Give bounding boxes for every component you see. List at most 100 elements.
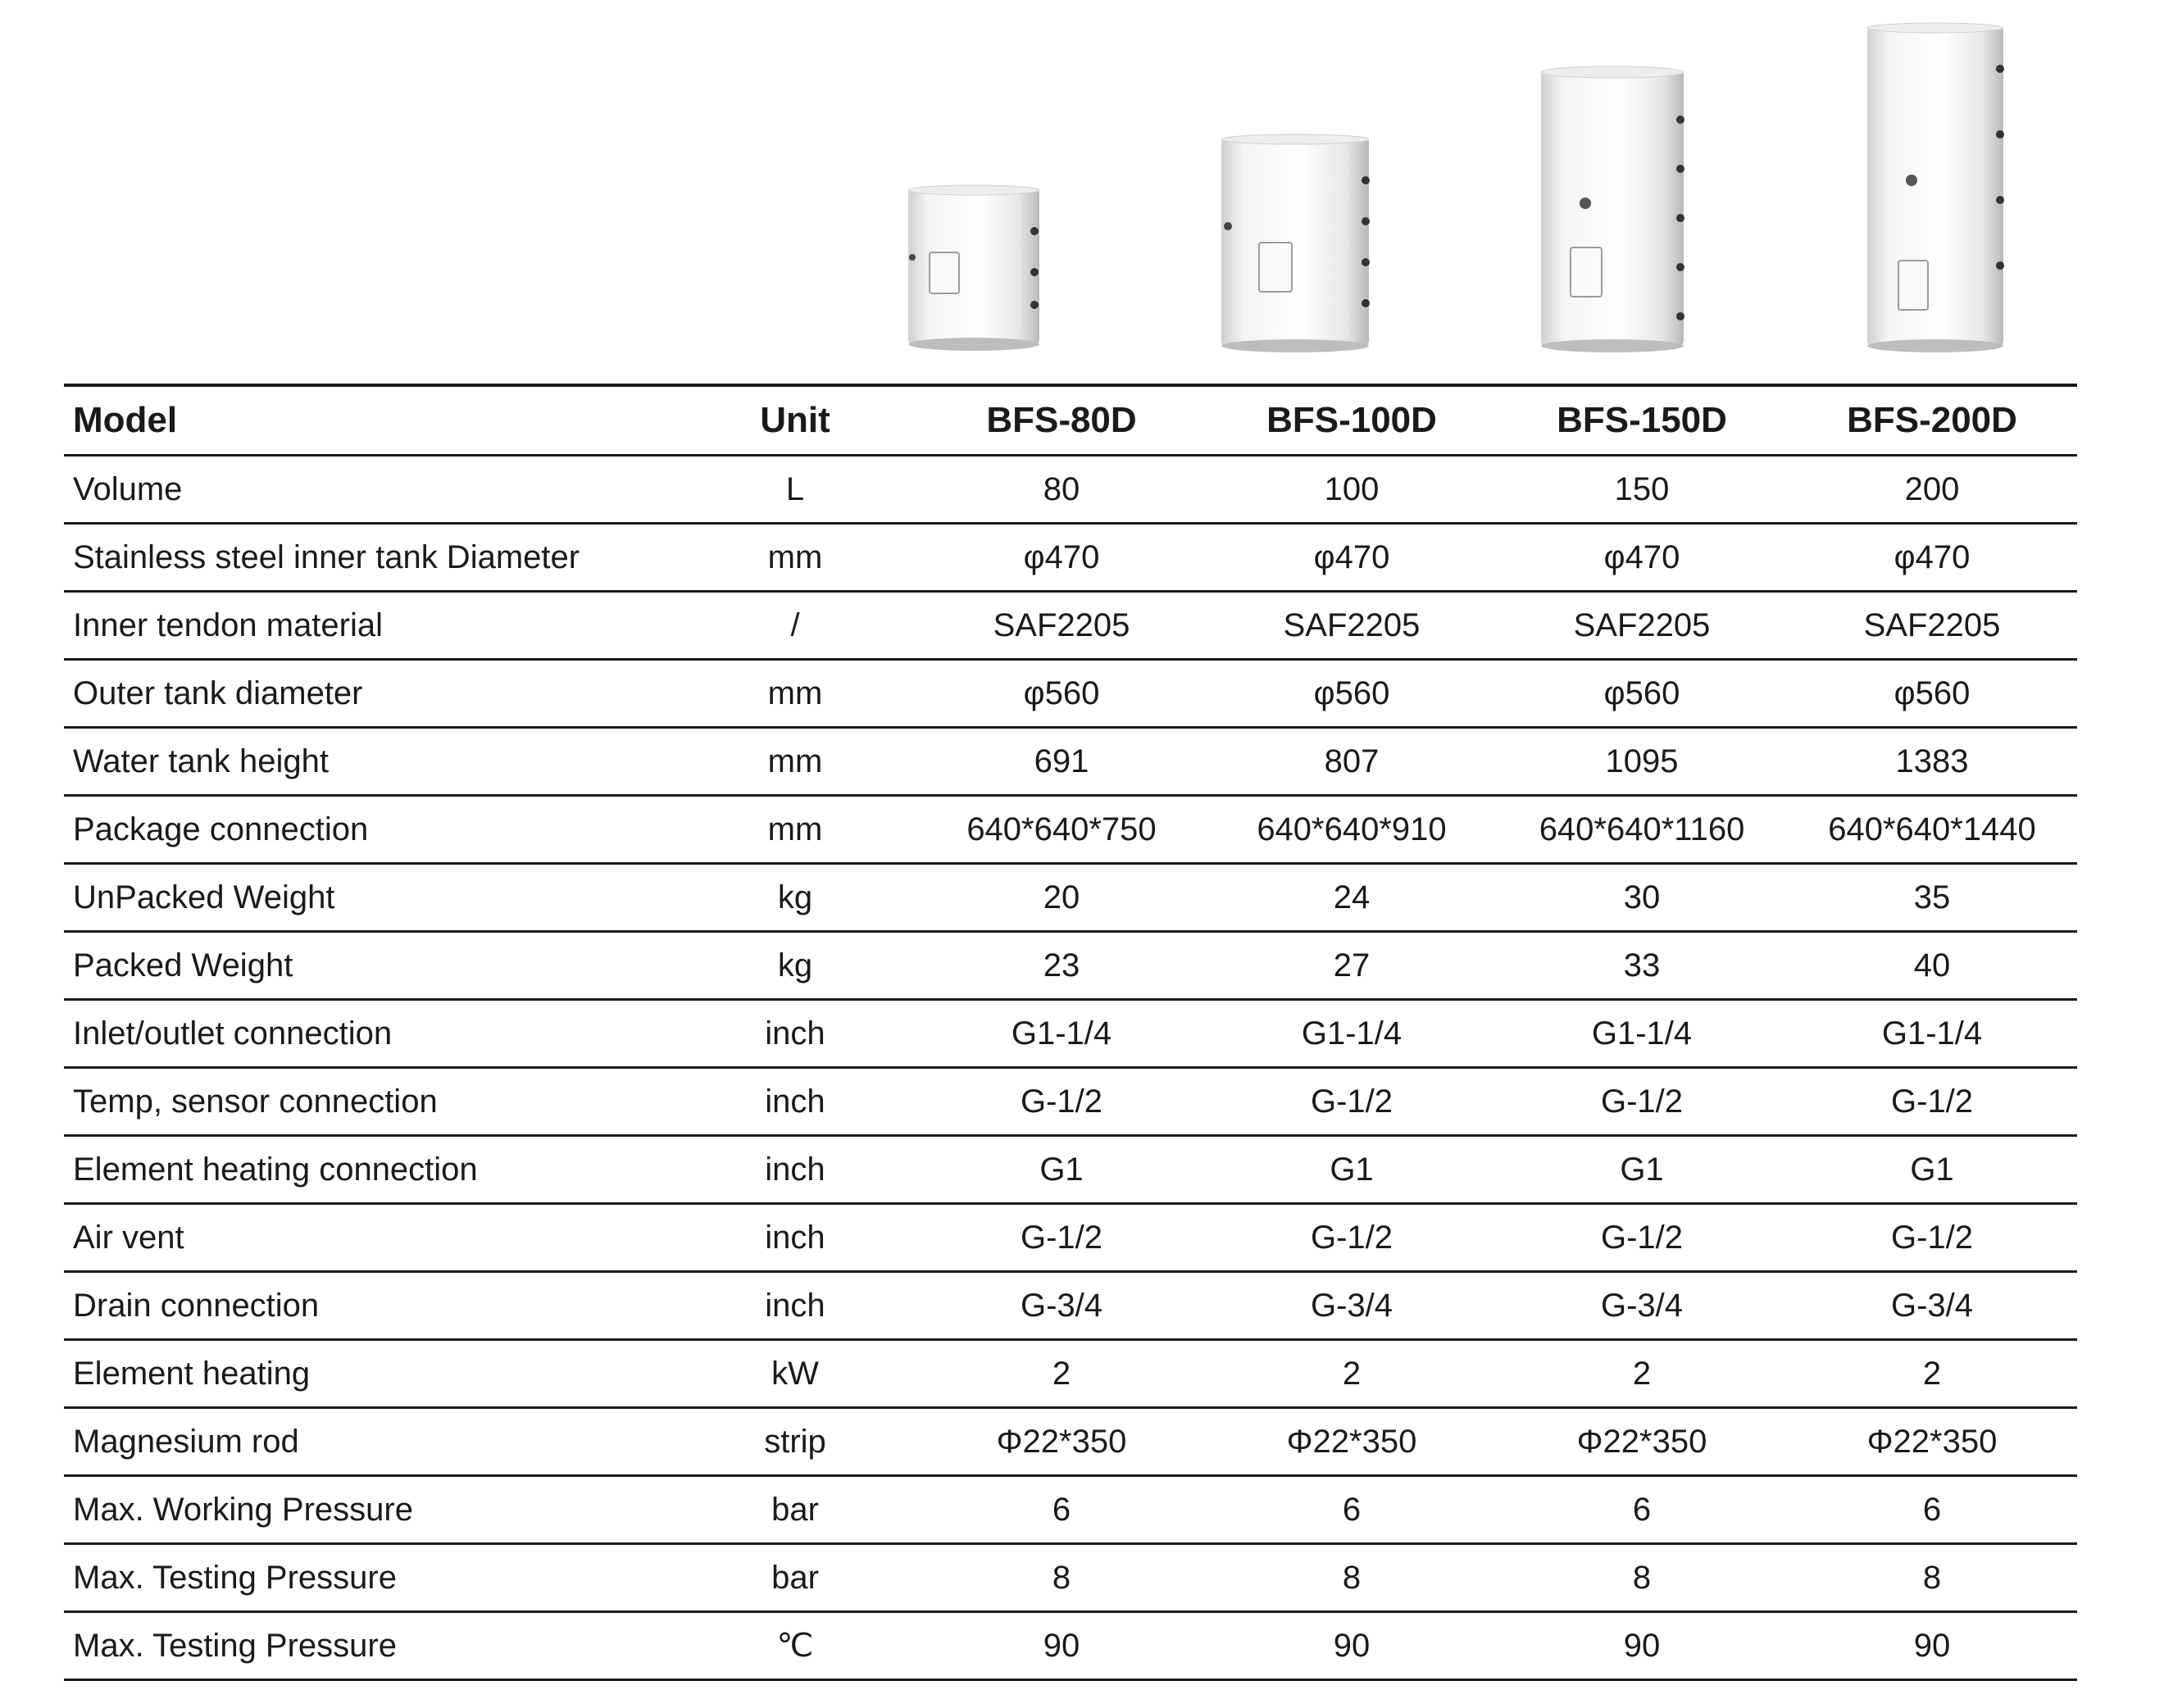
row-value: G1-1/4 xyxy=(1787,999,2077,1069)
row-value: 1383 xyxy=(1787,727,2077,797)
row-parameter: Package connection xyxy=(64,795,674,865)
header-bfs-80d: BFS-80D xyxy=(916,385,1207,457)
row-value: 33 xyxy=(1497,931,1787,1001)
row-value: φ560 xyxy=(1787,659,2077,729)
row-value: 90 xyxy=(1207,1611,1497,1681)
row-parameter: Temp, sensor connection xyxy=(64,1067,674,1137)
row-value: G1-1/4 xyxy=(1207,999,1497,1069)
row-value: 807 xyxy=(1207,727,1497,797)
table-row: Inlet/outlet connection inch G1-1/4 G1-1/4 G… xyxy=(64,999,2077,1069)
row-unit: ℃ xyxy=(674,1611,916,1681)
tank-image-bfs-200d xyxy=(1862,20,2008,354)
row-value: 8 xyxy=(1497,1543,1787,1613)
row-parameter: Water tank height xyxy=(64,727,674,797)
row-unit: inch xyxy=(674,1067,916,1137)
row-value: 640*640*910 xyxy=(1207,795,1497,865)
row-value: 2 xyxy=(916,1339,1207,1409)
row-value: 200 xyxy=(1787,455,2077,525)
row-value: 100 xyxy=(1207,455,1497,525)
row-value: G1-1/4 xyxy=(1497,999,1787,1069)
row-value: G-1/2 xyxy=(1787,1203,2077,1273)
row-unit: mm xyxy=(674,727,916,797)
table-row: Stainless steel inner tank Diameter mm φ47… xyxy=(64,523,2077,593)
table-row: Max. Working Pressure bar 6 6 6 6 xyxy=(64,1475,2077,1545)
row-value: G1 xyxy=(916,1135,1207,1205)
row-parameter: Inner tendon material xyxy=(64,591,674,661)
row-unit: bar xyxy=(674,1475,916,1545)
row-value: φ470 xyxy=(1497,523,1787,593)
row-parameter: Max. Testing Pressure xyxy=(64,1543,674,1613)
table-row: Drain connection inch G-3/4 G-3/4 G-3/4 G-3/4 xyxy=(64,1271,2077,1341)
row-value: Φ22*350 xyxy=(1787,1407,2077,1477)
row-unit: mm xyxy=(674,659,916,729)
row-value: SAF2205 xyxy=(1497,591,1787,661)
row-value: G-3/4 xyxy=(916,1271,1207,1341)
row-unit: kW xyxy=(674,1339,916,1409)
row-parameter: UnPacked Weight xyxy=(64,863,674,933)
row-unit: inch xyxy=(674,1271,916,1341)
header-bfs-200d: BFS-200D xyxy=(1787,385,2077,457)
row-value: φ560 xyxy=(1497,659,1787,729)
row-value: 80 xyxy=(916,455,1207,525)
table-row: Air vent inch G-1/2 G-1/2 G-1/2 G-1/2 xyxy=(64,1203,2077,1273)
table-row: Package connection mm 640*640*750 640*640*9… xyxy=(64,795,2077,865)
row-value: 640*640*1440 xyxy=(1787,795,2077,865)
row-unit: / xyxy=(674,591,916,661)
row-value: 150 xyxy=(1497,455,1787,525)
row-value: G-1/2 xyxy=(1207,1067,1497,1137)
table-row: Max. Testing Pressure ℃ 90 90 90 90 xyxy=(64,1611,2077,1681)
table-row: Element heating kW 2 2 2 2 xyxy=(64,1339,2077,1409)
row-parameter: Drain connection xyxy=(64,1271,674,1341)
row-value: 2 xyxy=(1207,1339,1497,1409)
row-unit: kg xyxy=(674,863,916,933)
row-unit: L xyxy=(674,455,916,525)
row-value: 90 xyxy=(1497,1611,1787,1681)
row-value: φ560 xyxy=(916,659,1207,729)
table-header-row: Model Unit BFS-80D BFS-100D BFS-150D BFS… xyxy=(64,385,2077,457)
row-value: 8 xyxy=(1787,1543,2077,1613)
row-value: 640*640*750 xyxy=(916,795,1207,865)
row-value: G1 xyxy=(1497,1135,1787,1205)
header-unit: Unit xyxy=(674,385,916,457)
table-row: Element heating connection inch G1 G1 G1 G1 xyxy=(64,1135,2077,1205)
row-value: G-1/2 xyxy=(916,1203,1207,1273)
tank-image-bfs-150d xyxy=(1536,62,1689,354)
header-model: Model xyxy=(64,385,674,457)
row-value: G-3/4 xyxy=(1787,1271,2077,1341)
row-value: φ470 xyxy=(1207,523,1497,593)
row-value: SAF2205 xyxy=(1207,591,1497,661)
row-value: G-1/2 xyxy=(1497,1203,1787,1273)
row-unit: inch xyxy=(674,999,916,1069)
table-row: Packed Weight kg 23 27 33 40 xyxy=(64,931,2077,1001)
row-value: 8 xyxy=(1207,1543,1497,1613)
row-parameter: Air vent xyxy=(64,1203,674,1273)
row-value: 20 xyxy=(916,863,1207,933)
row-value: 24 xyxy=(1207,863,1497,933)
row-value: φ470 xyxy=(916,523,1207,593)
row-value: 40 xyxy=(1787,931,2077,1001)
row-value: 35 xyxy=(1787,863,2077,933)
row-unit: strip xyxy=(674,1407,916,1477)
row-parameter: Volume xyxy=(64,455,674,525)
table-row: Magnesium rod strip Φ22*350 Φ22*350 Φ22*350 Φ… xyxy=(64,1407,2077,1477)
tank-image-bfs-100d xyxy=(1216,131,1374,354)
row-unit: mm xyxy=(674,523,916,593)
row-value: Φ22*350 xyxy=(1497,1407,1787,1477)
tank-image-bfs-80d xyxy=(902,182,1046,352)
header-bfs-150d: BFS-150D xyxy=(1497,385,1787,457)
row-value: G1 xyxy=(1787,1135,2077,1205)
row-value: φ470 xyxy=(1787,523,2077,593)
row-value: G-1/2 xyxy=(1787,1067,2077,1137)
table-row: Inner tendon material / SAF2205 SAF2205 SAF2… xyxy=(64,591,2077,661)
row-value: Φ22*350 xyxy=(916,1407,1207,1477)
row-value: 2 xyxy=(1787,1339,2077,1409)
row-parameter: Max. Working Pressure xyxy=(64,1475,674,1545)
row-value: Φ22*350 xyxy=(1207,1407,1497,1477)
row-value: 90 xyxy=(916,1611,1207,1681)
table-row: Temp, sensor connection inch G-1/2 G-1/2 G-1… xyxy=(64,1067,2077,1137)
row-value: 2 xyxy=(1497,1339,1787,1409)
spec-table: Model Unit BFS-80D BFS-100D BFS-150D BFS… xyxy=(64,384,2077,1681)
row-value: G1 xyxy=(1207,1135,1497,1205)
row-value: G1-1/4 xyxy=(916,999,1207,1069)
row-unit: kg xyxy=(674,931,916,1001)
